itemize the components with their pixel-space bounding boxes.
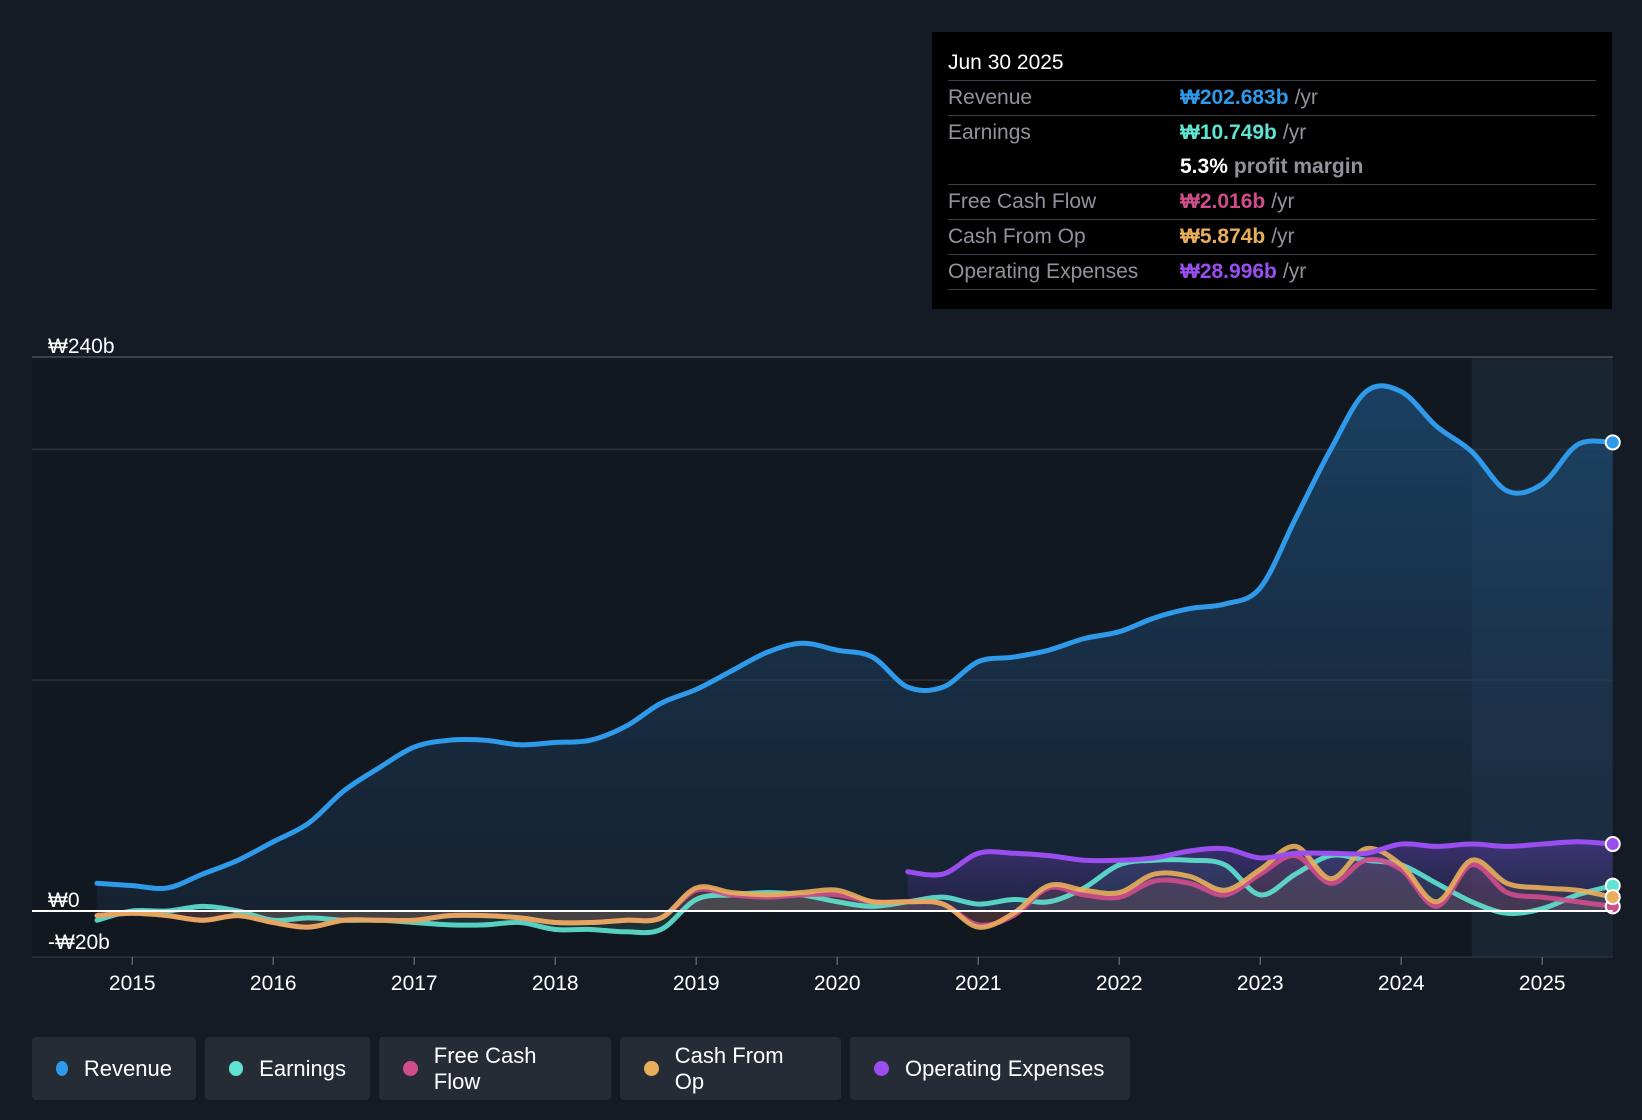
legend-label: Cash From Op (674, 1042, 784, 1094)
revenue-end-marker (1604, 434, 1621, 451)
tooltip-panel: Jun 30 2025 Revenue ₩202.683b /yr Earnin… (932, 32, 1612, 309)
x-tick-label: 2021 (955, 972, 1002, 995)
tooltip-value: ₩28.996b (1180, 260, 1277, 283)
operating-expenses-end-marker (1604, 836, 1621, 853)
tooltip-label: Free Cash Flow (948, 190, 1097, 213)
cash-from-op-end-marker (1604, 889, 1621, 906)
x-tick-label: 2017 (391, 972, 438, 995)
tooltip-unit: /yr (1294, 86, 1318, 109)
tooltip-value: ₩202.683b (1180, 86, 1289, 109)
profit-margin-value: 5.3% (1180, 155, 1228, 178)
tooltip-unit: /yr (1282, 121, 1307, 144)
legend-dot-icon (644, 1061, 659, 1076)
tooltip-label: Earnings (948, 121, 1031, 144)
y-tick-label: ₩0 (48, 889, 80, 912)
tooltip-label: Cash From Op (948, 225, 1086, 248)
tooltip-unit: /yr (1271, 225, 1295, 248)
y-tick-label: ₩240b (48, 335, 115, 358)
legend-dot-icon (874, 1061, 889, 1076)
tooltip-unit: /yr (1282, 260, 1307, 283)
legend: Revenue Earnings Free Cash Flow Cash Fro… (32, 1037, 1130, 1100)
tooltip-row-profit-margin: 5.3% profit margin (948, 150, 1596, 185)
cash-from-op-line (94, 843, 1616, 930)
x-tick-label: 2019 (673, 972, 720, 995)
x-tick-label: 2022 (1096, 972, 1143, 995)
tooltip-value: ₩2.016b (1180, 190, 1266, 213)
tooltip-label: Operating Expenses (948, 260, 1139, 283)
tooltip-date: Jun 30 2025 (948, 46, 1596, 81)
tooltip-row-earnings: Earnings ₩10.749b /yr (948, 116, 1596, 150)
legend-item-free-cash-flow[interactable]: Free Cash Flow (379, 1037, 611, 1100)
legend-dot-icon (403, 1061, 418, 1076)
legend-item-operating-expenses[interactable]: Operating Expenses (850, 1037, 1130, 1100)
x-tick-label: 2020 (814, 972, 861, 995)
tooltip-label: Revenue (948, 86, 1033, 109)
legend-dot-icon (56, 1061, 68, 1076)
tooltip-row-operating-expenses: Operating Expenses ₩28.996b /yr (948, 255, 1596, 290)
x-tick-label: 2018 (532, 972, 579, 995)
tooltip-label (948, 150, 1180, 184)
legend-item-revenue[interactable]: Revenue (32, 1037, 196, 1100)
legend-label: Free Cash Flow (433, 1042, 537, 1094)
tooltip-row-cash-from-op: Cash From Op ₩5.874b /yr (948, 220, 1596, 255)
x-tick-label: 2024 (1378, 972, 1425, 995)
tooltip-value: ₩5.874b (1180, 225, 1266, 248)
tooltip-unit: /yr (1271, 190, 1295, 213)
legend-dot-icon (229, 1061, 244, 1076)
tooltip-row-revenue: Revenue ₩202.683b /yr (948, 81, 1596, 116)
legend-label: Earnings (259, 1055, 346, 1081)
tooltip-row-free-cash-flow: Free Cash Flow ₩2.016b /yr (948, 185, 1596, 220)
x-tick-label: 2023 (1237, 972, 1284, 995)
legend-item-earnings[interactable]: Earnings (205, 1037, 370, 1100)
x-tick-label: 2015 (109, 972, 156, 995)
legend-item-cash-from-op[interactable]: Cash From Op (620, 1037, 841, 1100)
revenue-line (94, 383, 1616, 891)
x-tick-label: 2025 (1519, 972, 1566, 995)
x-tick-label: 2016 (250, 972, 297, 995)
profit-margin-text: profit margin (1233, 155, 1364, 178)
tooltip-value: ₩10.749b (1180, 121, 1277, 144)
legend-label: Revenue (83, 1055, 172, 1081)
revenue-area (97, 385, 1613, 912)
legend-label: Operating Expenses (905, 1055, 1105, 1081)
operating-expenses-line (905, 839, 1616, 878)
y-tick-label: -₩20b (48, 931, 110, 954)
